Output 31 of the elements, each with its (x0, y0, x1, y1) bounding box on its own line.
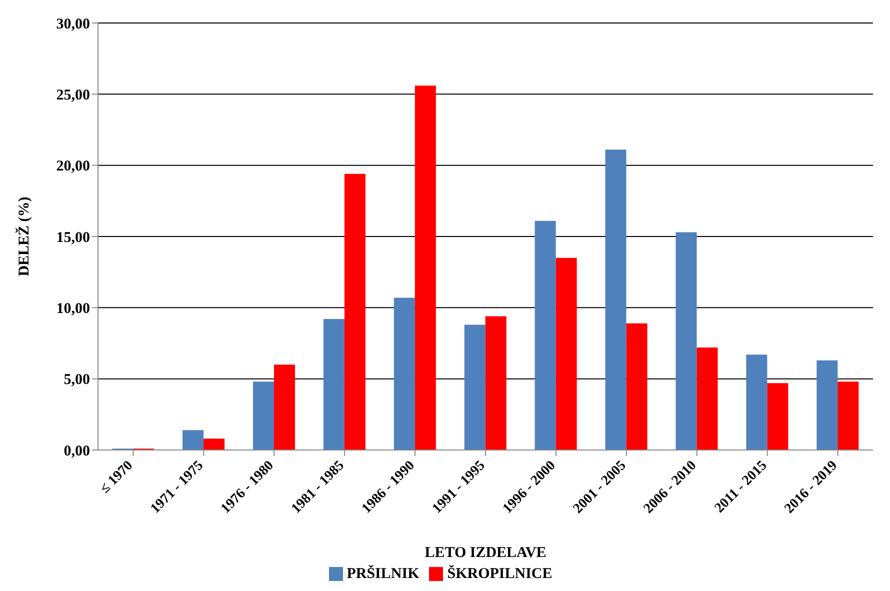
y-tick-label: 20,00 (56, 158, 90, 175)
bar (204, 438, 225, 450)
bar (323, 319, 344, 450)
bar (253, 382, 274, 450)
bar (767, 383, 788, 450)
bar (626, 323, 648, 450)
bar (696, 348, 718, 450)
y-tick-label: 10,00 (56, 300, 90, 317)
bar (414, 86, 436, 450)
bar (182, 430, 204, 450)
bar (676, 232, 697, 450)
bar (485, 316, 506, 450)
x-axis-title: LETO IZDELAVE (424, 545, 546, 561)
legend-label: PRŠILNIK (346, 566, 420, 582)
bar (605, 150, 626, 450)
y-tick-label: 30,00 (56, 16, 90, 32)
y-tick-label: 0,00 (64, 443, 90, 460)
y-axis-title: DELEŽ (%) (14, 196, 32, 276)
bar (746, 354, 768, 450)
bar (816, 360, 838, 450)
bar (838, 382, 859, 450)
legend-label: ŠKROPILNICE (447, 566, 552, 582)
bar (464, 324, 486, 450)
bar (556, 258, 577, 450)
y-tick-label: 5,00 (64, 372, 90, 388)
y-tick-label: 25,00 (56, 87, 90, 104)
y-tick-label: 15,00 (56, 230, 90, 246)
bar (534, 220, 556, 450)
bar (274, 364, 295, 450)
bar (394, 298, 415, 450)
bar (344, 174, 366, 450)
